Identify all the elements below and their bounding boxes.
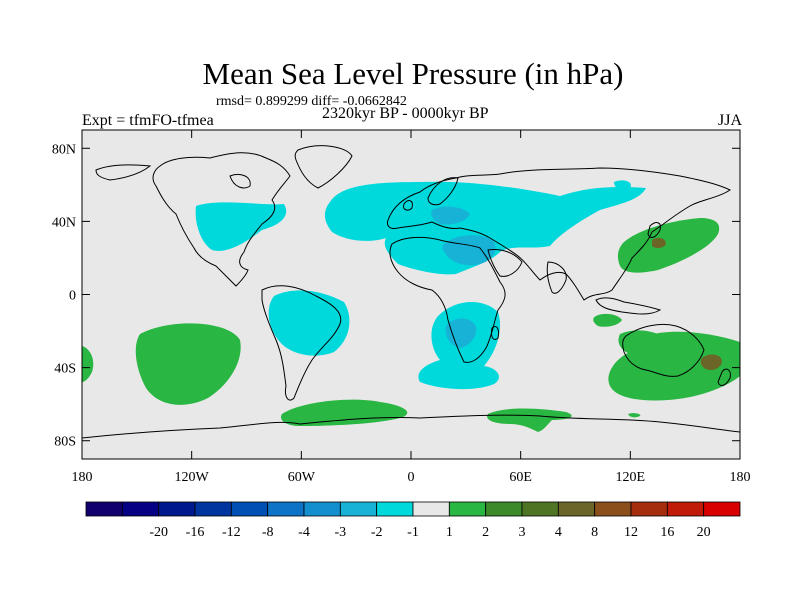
- colorbar-label: 20: [697, 525, 711, 540]
- coastline-alaska: [95, 164, 152, 181]
- period-label: 2320kyr BP - 0000kyr BP: [322, 105, 489, 122]
- colorbar-box: [376, 501, 414, 517]
- coastline-north-america: [152, 152, 291, 287]
- colorbar-box: [485, 501, 523, 517]
- coastline-eurasia: [387, 167, 731, 301]
- contour-positive-southern-ocean-pacific: [280, 399, 408, 426]
- contour-layer: [82, 180, 740, 432]
- coastline-greenland: [294, 145, 353, 189]
- map-title: Mean Sea Level Pressure (in hPa): [202, 56, 624, 91]
- colorbar-box: [412, 501, 450, 517]
- y-axis-ticks: 80N 40N 0 40S 80S: [52, 142, 740, 450]
- season-label: JJA: [718, 112, 743, 129]
- contour-strong-negative-africa: [445, 318, 477, 348]
- colorbar-box: [121, 501, 160, 517]
- colorbar-box: [158, 501, 196, 517]
- colorbar-label: 3: [519, 525, 526, 540]
- colorbar-box: [230, 501, 269, 517]
- coastline-south-america: [261, 285, 342, 401]
- coastline-indonesia: [595, 297, 662, 315]
- colorbar-box: [194, 501, 232, 517]
- contour-positive-southern-ocean-indian: [487, 408, 572, 432]
- colorbar-label: -2: [371, 525, 383, 540]
- coastline-madagascar: [491, 325, 499, 341]
- contour-negative-eurasia: [324, 181, 646, 275]
- coastline-new-zealand: [717, 368, 731, 386]
- colorbar-label: 12: [624, 525, 638, 540]
- contour-positive-southern-ocean-east: [628, 413, 641, 418]
- colorbar-box: [267, 501, 305, 517]
- colorbar-box: [303, 501, 341, 517]
- x-tick-label: 60E: [509, 470, 532, 485]
- y-tick-label: 40N: [52, 215, 76, 230]
- x-tick-label: 180: [72, 470, 93, 485]
- x-tick-label: 120W: [175, 470, 210, 485]
- colorbar-label: 2: [482, 525, 489, 540]
- x-tick-label: 60W: [288, 470, 316, 485]
- colorbar-box: [594, 501, 632, 517]
- colorbar-box: [85, 501, 123, 517]
- colorbar-box: [521, 501, 559, 517]
- coastline-india: [546, 261, 567, 294]
- contour-positive-indian-ocean-east: [593, 313, 622, 327]
- y-tick-label: 80N: [52, 142, 76, 157]
- colorbar-box: [448, 501, 487, 517]
- coastline-africa: [389, 236, 506, 363]
- colorbar-box: [630, 501, 668, 517]
- colorbar-box: [666, 501, 705, 517]
- contour-negative-north-atlantic: [195, 202, 287, 251]
- coastline-antarctica: [82, 414, 740, 439]
- colorbar-label: -12: [222, 525, 241, 540]
- contour-negative-east-asia: [614, 180, 631, 190]
- y-tick-label: 0: [69, 289, 76, 304]
- colorbar-label: 16: [660, 525, 674, 540]
- colorbar-label: -4: [298, 525, 310, 540]
- colorbar-label: -1: [407, 525, 419, 540]
- colorbar-box: [557, 501, 596, 517]
- x-tick-label: 180: [730, 470, 751, 485]
- x-tick-label: 0: [408, 470, 415, 485]
- colorbar: -20 -16 -12 -8 -4 -3 -2 -1 1 2 3 4 8 12 16 20: [85, 501, 741, 540]
- y-tick-label: 80S: [54, 435, 76, 450]
- coastline-hudson-bay: [229, 173, 251, 189]
- coastline-australia: [622, 323, 705, 377]
- contour-positive-north-pacific: [617, 218, 720, 273]
- colorbar-label: -3: [334, 525, 346, 540]
- colorbar-label: -16: [186, 525, 205, 540]
- contour-strong-positive-tasman-sea: [700, 354, 722, 370]
- colorbar-label: 4: [555, 525, 562, 540]
- coastline-scandinavia: [427, 177, 459, 206]
- contour-positive-south-pacific: [135, 323, 241, 405]
- y-tick-label: 40S: [54, 362, 76, 377]
- experiment-label: Expt = tfmFO-tfmea: [82, 112, 214, 129]
- stats-text: rmsd= 0.899299 diff= -0.0662842: [216, 94, 407, 109]
- colorbar-label: -20: [149, 525, 168, 540]
- x-tick-label: 120E: [616, 470, 646, 485]
- colorbar-label: -8: [262, 525, 274, 540]
- coastline-arabia: [487, 249, 523, 277]
- contour-strong-positive-north-pacific: [652, 237, 666, 249]
- coastline-british-isles: [403, 200, 413, 211]
- coastline-japan: [647, 222, 661, 238]
- map-background: [82, 130, 740, 459]
- contour-strong-negative-mediterranean: [442, 235, 496, 266]
- x-axis-ticks: 180 120W 60W 0 60E 120E 180: [72, 130, 751, 485]
- coastlines: [82, 145, 740, 439]
- colorbar-box: [339, 501, 378, 517]
- contour-positive-west-edge: [82, 346, 94, 382]
- colorbar-label: 1: [446, 525, 453, 540]
- colorbar-box: [703, 501, 741, 517]
- contour-strong-negative-europe: [431, 206, 470, 225]
- contour-positive-tasman-sea: [608, 331, 740, 401]
- colorbar-label: 8: [591, 525, 598, 540]
